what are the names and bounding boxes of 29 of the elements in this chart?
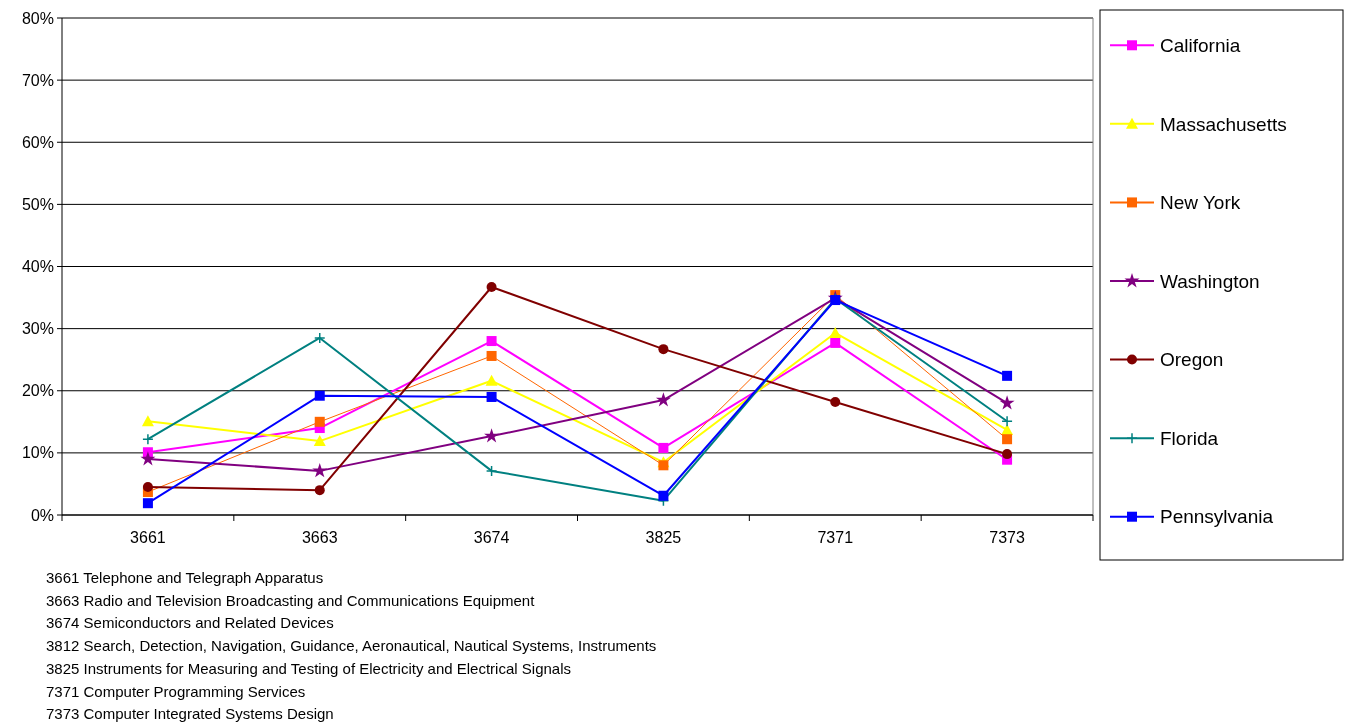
- text: 3661 Telephone and Telegraph Apparatus: [46, 569, 324, 586]
- legend-label: Washington: [1160, 270, 1260, 292]
- y-tick-label: 50%: [21, 195, 54, 213]
- y-tick-label: 60%: [21, 133, 54, 151]
- x-tick-label: 3663: [301, 529, 338, 546]
- x-tick-label: 3825: [645, 529, 682, 546]
- text: 3825 Instruments for Measuring and Testing of Electricity and Electrical Signals: [46, 659, 571, 677]
- text: 7371 Computer Programming Services: [46, 682, 306, 700]
- y-tick-label: 30%: [21, 320, 54, 338]
- legend-label: Massachusetts: [1160, 113, 1287, 135]
- x-tick-label: 3661: [130, 529, 166, 546]
- text: 3674 Semiconductors and Related Devices: [46, 614, 334, 632]
- y-tick-label: 40%: [21, 258, 54, 276]
- legend-label: Florida: [1160, 427, 1219, 449]
- x-tick-label: 7371: [817, 529, 854, 546]
- y-tick-label: 0%: [30, 506, 54, 524]
- x-tick-label: 3674: [473, 529, 510, 546]
- text: 7373 Computer Integrated Systems Design: [46, 705, 334, 723]
- legend-label: Oregon: [1160, 349, 1224, 371]
- y-tick-label: 70%: [21, 71, 54, 89]
- y-tick-label: 10%: [21, 444, 54, 462]
- legend-label: Pennsylvania: [1160, 506, 1274, 528]
- legend-label: California: [1160, 34, 1241, 56]
- text: 3812 Search, Detection, Navigation, Guidance, Aeronautical, Nautical Systems, Instruments: [46, 637, 657, 655]
- y-tick-label: 80%: [21, 9, 54, 27]
- y-tick-label: 20%: [21, 382, 54, 400]
- text: 3663 Radio and Television Broadcasting and Communications Equipment: [46, 591, 536, 609]
- legend-label: New York: [1160, 192, 1241, 214]
- x-tick-label: 7373: [989, 529, 1025, 546]
